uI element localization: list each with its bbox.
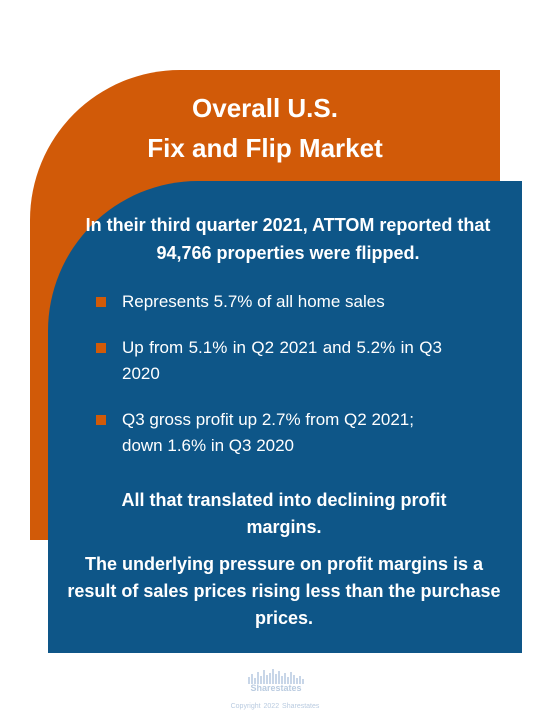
- skyline-logo-icon: [248, 669, 304, 684]
- square-bullet-icon: [96, 343, 106, 353]
- bullet-text: Q3 gross profit up 2.7% from Q2 2021; do…: [122, 410, 414, 455]
- square-bullet-icon: [96, 415, 106, 425]
- bullet-list: Represents 5.7% of all home sales Up fro…: [92, 289, 442, 479]
- sharestates-logo: Sharestates: [244, 668, 308, 696]
- bullet-item: Q3 gross profit up 2.7% from Q2 2021; do…: [92, 407, 442, 459]
- page-title: Overall U.S. Fix and Flip Market: [30, 88, 500, 168]
- bullet-item: Represents 5.7% of all home sales: [92, 289, 442, 315]
- title-line-2: Fix and Flip Market: [147, 133, 383, 163]
- copyright-text: Copyright 2022 Sharestates: [230, 703, 320, 710]
- bullet-item: Up from 5.1% in Q2 2021 and 5.2% in Q3 2…: [92, 335, 442, 387]
- title-line-1: Overall U.S.: [192, 93, 338, 123]
- logo-wordmark: Sharestates: [250, 683, 302, 693]
- summary-text-2: The underlying pressure on profit margin…: [67, 554, 501, 628]
- bullet-text: Represents 5.7% of all home sales: [122, 292, 385, 311]
- intro-text: In their third quarter 2021, ATTOM repor…: [85, 215, 491, 263]
- summary-text-1: All that translated into declining profi…: [121, 490, 447, 537]
- bullet-text: Up from 5.1% in Q2 2021 and 5.2% in Q3 2…: [122, 338, 442, 383]
- blue-content-panel: In their third quarter 2021, ATTOM repor…: [48, 181, 522, 653]
- square-bullet-icon: [96, 297, 106, 307]
